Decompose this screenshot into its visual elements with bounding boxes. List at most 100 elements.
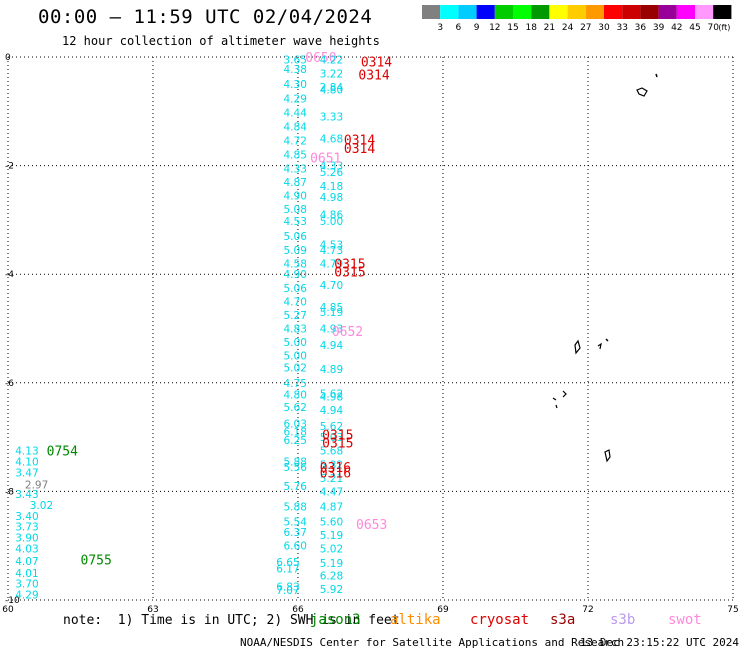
wave-height-value: 5.00	[284, 351, 307, 363]
map-subtitle: 12 hour collection of altimeter wave hei…	[62, 34, 380, 48]
wave-height-value: 6.18	[284, 427, 307, 439]
wave-height-value: 5.19	[320, 307, 343, 319]
colorbar-labels: 3 6 9 12 15 18 21 24 27 30 33 36 39 42 45 70 (ft)	[437, 23, 730, 33]
satellite-legend-jason3: jason3	[310, 612, 361, 628]
colorbar-label: 21	[544, 23, 555, 33]
footnote: note: 1) Time is in UTC; 2) SWH is in fe…	[63, 613, 400, 628]
colorbar-swatch	[458, 5, 477, 19]
wave-height-value: 4.72	[284, 136, 307, 148]
pass-label: 0314	[361, 55, 392, 70]
wave-height-value: 3.90	[15, 533, 38, 545]
wave-height-value: 4.93	[320, 324, 343, 336]
wave-height-value: 4.58	[284, 258, 307, 270]
wave-height-value: 4.85	[320, 302, 343, 314]
wave-height-value: 6.37	[284, 527, 307, 539]
wave-height-value: 4.47	[320, 486, 343, 498]
wave-height-value: 4.29	[15, 590, 38, 602]
wave-height-value: 4.73	[320, 245, 343, 257]
satellite-legend-swot: swot	[668, 612, 702, 628]
wave-height-value: 4.53	[284, 216, 307, 228]
island-outline	[605, 338, 609, 342]
colorbar-swatch	[531, 5, 550, 19]
x-tick-label: 60	[2, 605, 14, 615]
wave-height-value: 5.88	[284, 457, 307, 469]
colorbar-label: 18	[525, 23, 537, 33]
wave-height-value: 5.09	[284, 245, 307, 257]
colorbar-swatch	[585, 5, 604, 19]
x-tick-label: 66	[292, 605, 304, 615]
x-tick-label: 75	[727, 605, 738, 615]
pass-label: 0651	[310, 151, 341, 166]
wave-height-value: 6.83	[276, 581, 299, 593]
wave-height-value: 5.62	[320, 389, 343, 401]
y-tick-label: -2	[5, 162, 14, 172]
wave-height-value: 4.80	[284, 390, 307, 402]
colorbar-swatch	[422, 5, 441, 19]
colorbar-label: 33	[616, 23, 627, 33]
colorbar-label: 3	[437, 23, 443, 33]
wave-height-value: 4.98	[320, 192, 343, 204]
wave-height-value: 4.70	[320, 280, 343, 292]
wave-height-value: 3.43	[15, 489, 38, 501]
wave-height-value: 5.76	[284, 481, 308, 493]
wave-height-value: 4.85	[284, 150, 307, 162]
colorbar-unit: (ft)	[718, 23, 730, 32]
colorbar-swatches	[422, 5, 732, 19]
wave-height-value: 6.60	[284, 541, 307, 553]
pass-label: 0314	[344, 142, 375, 157]
wave-height-value: 4.87	[284, 177, 307, 189]
map-gridlines	[7, 56, 734, 601]
wave-height-value: 4.80	[320, 85, 343, 97]
island-outline	[597, 342, 602, 350]
colorbar-label: 12	[489, 23, 500, 33]
colorbar-label: 6	[456, 23, 462, 33]
wave-height-value: 4.07	[15, 556, 38, 568]
island-outline	[574, 339, 581, 355]
island-outline	[655, 73, 658, 78]
pass-label: 0315	[322, 437, 353, 452]
wave-height-value: 4.44	[284, 107, 308, 119]
colorbar-label: 36	[635, 23, 647, 33]
wave-height-value: 6.65	[276, 557, 299, 569]
wave-height-value: 4.33	[320, 161, 343, 173]
x-tick-label: 69	[437, 605, 449, 615]
wave-height-value: 5.02	[284, 363, 307, 375]
wave-height-value: 6.28	[320, 571, 343, 583]
pass-label: 0653	[356, 518, 387, 533]
pass-label: 0315	[334, 265, 365, 280]
wave-height-value: 5.56	[284, 462, 308, 474]
credit-line: NOAA/NESDIS Center for Satellite Applica…	[240, 636, 625, 649]
wave-height-value: 4.30	[284, 79, 307, 91]
colorbar-swatch	[494, 5, 513, 19]
wave-height-value: 5.68	[320, 446, 343, 458]
pass-label: 0315	[334, 257, 365, 272]
wave-height-value: 4.18	[320, 181, 343, 193]
wave-height-value: 3.02	[30, 500, 53, 512]
y-tick-label: -10	[5, 596, 20, 606]
wave-height-value: 3.22	[320, 68, 343, 80]
colorbar-swatch	[567, 5, 586, 19]
satellite-tracks: 06503.654.384.304.294.444.844.724.854.33…	[15, 51, 392, 602]
x-tick-label: 63	[147, 605, 158, 615]
wave-height-value: 5.88	[284, 502, 307, 514]
satellite-legend-s3a: s3a	[550, 612, 576, 628]
wave-height-value: 5.92	[320, 584, 343, 596]
wave-height-value: 5.00	[284, 337, 307, 349]
colorbar-swatch	[640, 5, 659, 19]
colorbar-swatch	[549, 5, 568, 19]
pass-label: 0652	[332, 325, 363, 340]
wave-height-value: 5.00	[320, 216, 343, 228]
wave-height-value: 3.73	[15, 522, 38, 534]
colorbar-swatch	[622, 5, 641, 19]
wave-height-value: 5.03	[320, 432, 343, 444]
pass-label: 0316	[320, 461, 351, 476]
wave-height-value: 4.68	[320, 133, 343, 145]
map-title: 00:00 – 11:59 UTC 02/04/2024	[38, 6, 373, 28]
colorbar-label: 45	[689, 23, 700, 33]
wave-height-value: 5.54	[284, 516, 308, 528]
wave-height-value: 4.03	[15, 543, 38, 555]
colorbar-swatch	[604, 5, 623, 19]
satellite-legend-cryosat: cryosat	[470, 612, 530, 628]
x-tick-label: 72	[582, 605, 593, 615]
